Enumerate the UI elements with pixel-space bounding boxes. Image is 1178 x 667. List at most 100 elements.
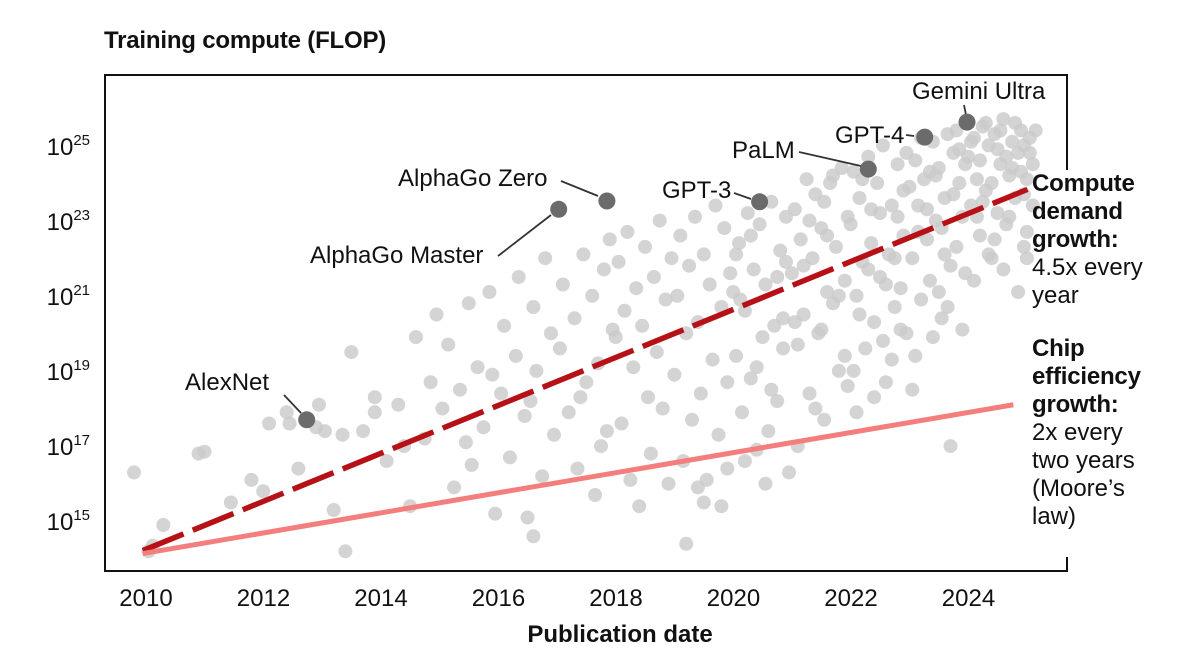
scatter-point xyxy=(972,228,987,243)
scatter-point xyxy=(317,424,332,439)
scatter-point xyxy=(876,333,890,348)
scatter-point xyxy=(893,322,908,337)
scatter-point xyxy=(244,472,259,487)
plot-area: AlexNet AlphaGo Master AlphaGo Zero GPT-3 Pa… xyxy=(104,74,1068,572)
scatter-point xyxy=(485,367,500,382)
scatter-point xyxy=(996,262,1011,277)
annotation-line: demand xyxy=(1032,198,1123,225)
scatter-point xyxy=(1025,157,1040,172)
scatter-point xyxy=(864,202,879,217)
scatter-point xyxy=(776,341,791,356)
scatter-point xyxy=(999,149,1014,164)
scatter-point xyxy=(814,322,829,337)
scatter-point xyxy=(961,149,976,164)
scatter-point xyxy=(987,232,1002,247)
scatter-point xyxy=(717,221,732,236)
scatter-point xyxy=(729,247,744,262)
scatter-point xyxy=(544,326,558,341)
scatter-point xyxy=(696,495,711,510)
labeled-point-gpt-4 xyxy=(916,128,934,146)
scatter-point xyxy=(344,345,359,360)
scatter-point xyxy=(1005,161,1020,175)
scatter-point xyxy=(517,409,532,423)
scatter-point xyxy=(782,465,796,480)
scatter-point xyxy=(943,439,958,454)
scatter-point xyxy=(943,258,958,273)
scatter-point xyxy=(482,285,497,299)
scatter-point xyxy=(984,176,999,190)
scatter-point xyxy=(764,382,779,397)
scatter-point xyxy=(526,300,541,314)
y-tick-1e21: 1021 xyxy=(46,282,90,311)
scatter-point xyxy=(256,484,271,499)
scatter-point xyxy=(312,397,326,412)
scatter-point xyxy=(585,288,600,303)
scatter-point xyxy=(758,277,773,292)
scatter-point xyxy=(576,247,591,262)
scatter-point xyxy=(837,348,852,363)
scatter-point xyxy=(946,187,961,202)
scatter-point xyxy=(837,273,852,288)
scatter-point xyxy=(920,232,934,247)
scatter-point xyxy=(356,424,371,439)
scatter-point xyxy=(890,209,905,224)
scatter-point xyxy=(908,153,923,168)
scatter-point xyxy=(764,194,779,209)
scatter-point xyxy=(931,285,946,299)
scatter-point xyxy=(864,236,879,251)
scatter-point xyxy=(661,476,676,491)
x-axis-title: Publication date xyxy=(527,621,713,648)
scatter-point xyxy=(820,228,835,243)
scatter-point xyxy=(508,348,523,363)
scatter-point xyxy=(720,461,735,476)
scatter-point xyxy=(969,172,984,187)
scatter-point xyxy=(796,258,811,273)
leader-line-gemini-ultra xyxy=(963,104,967,116)
x-tick-2020: 2020 xyxy=(706,585,761,612)
model-label-alphago-zero: AlphaGo Zero xyxy=(398,165,547,192)
scatter-point xyxy=(620,224,635,239)
labeled-point-alexnet xyxy=(298,411,316,429)
scatter-point xyxy=(852,307,867,322)
scatter-point xyxy=(567,311,582,326)
scatter-point xyxy=(858,341,873,356)
scatter-point xyxy=(408,330,423,345)
scatter-point xyxy=(641,390,655,405)
scatter-point xyxy=(570,461,585,476)
scatter-point xyxy=(682,258,697,273)
scatter-point xyxy=(887,251,902,266)
scatter-point xyxy=(476,420,491,435)
scatter-point xyxy=(579,375,594,390)
scatter-point xyxy=(923,164,937,179)
scatter-point xyxy=(461,296,476,311)
leader-line-gpt-4 xyxy=(905,134,915,137)
scatter-point xyxy=(1022,145,1037,160)
scatter-point xyxy=(849,405,864,420)
scatter-point xyxy=(1019,224,1034,239)
annotation-line: growth: xyxy=(1032,226,1119,253)
scatter-point xyxy=(470,360,485,375)
scatter-point xyxy=(923,273,937,288)
scatter-point xyxy=(829,239,843,254)
scatter-point xyxy=(646,270,661,284)
scatter-point xyxy=(1011,285,1026,299)
compute-demand-trend-line xyxy=(141,186,1029,554)
scatter-point xyxy=(664,251,679,266)
scatter-point xyxy=(223,495,238,510)
scatter-point xyxy=(555,277,570,292)
leader-line-alphago-master xyxy=(497,214,552,257)
y-tick-1e17: 1017 xyxy=(46,432,90,461)
leader-line-alphago-zero xyxy=(560,180,599,197)
scatter-point xyxy=(614,416,629,431)
scatter-point xyxy=(884,352,899,367)
scatter-point xyxy=(629,281,644,296)
scatter-point xyxy=(688,209,702,224)
scatter-point xyxy=(702,277,717,292)
scatter-point xyxy=(735,405,749,420)
chip-efficiency-trend-line xyxy=(142,402,1014,557)
annotation-line: efficiency xyxy=(1032,363,1141,390)
scatter-point xyxy=(773,243,788,258)
annotation-line: year xyxy=(1032,282,1079,309)
scatter-point xyxy=(611,254,626,269)
compute-demand-annotation: Compute demand growth: 4.5x every year xyxy=(1032,170,1178,310)
